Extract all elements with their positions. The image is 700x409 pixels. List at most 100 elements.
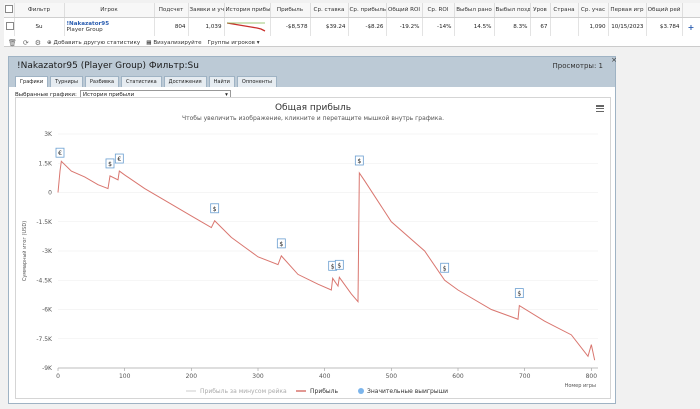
column-header[interactable]: Прибыль xyxy=(270,3,311,18)
player-groups-dropdown[interactable]: Группы игроков ▾ xyxy=(207,39,260,46)
cell-avg-profit: -$8.26 xyxy=(348,17,387,36)
row-checkbox[interactable] xyxy=(4,17,15,36)
x-tick-label: 700 xyxy=(519,373,531,380)
column-header[interactable]: Общий рей xyxy=(646,3,683,18)
cell-late-out: 8.3% xyxy=(494,17,531,36)
big-win-flag xyxy=(276,238,286,249)
player-group-label: Player Group xyxy=(66,27,103,33)
big-win-label: $ xyxy=(443,265,447,272)
big-win-label: € xyxy=(117,156,121,163)
y-tick-label: 0 xyxy=(48,190,52,197)
cell-player[interactable]: !Nakazator95 Player Group xyxy=(64,17,155,36)
add-column-link[interactable]: + xyxy=(687,22,695,32)
tab-6[interactable]: Оппоненты xyxy=(236,76,277,87)
big-win-label: $ xyxy=(331,263,335,270)
trash-icon[interactable]: 🗑 xyxy=(8,38,17,47)
x-tick-label: 300 xyxy=(252,373,264,380)
tab-5[interactable]: Найти xyxy=(208,76,235,87)
big-win-flag xyxy=(334,259,344,270)
refresh-icon[interactable]: ⟳ xyxy=(22,38,29,47)
y-tick-label: 1.5K xyxy=(39,160,54,167)
tab-4[interactable]: Достижения xyxy=(163,76,207,87)
player-name-link[interactable]: !Nakazator95 xyxy=(66,21,110,27)
settings-icon[interactable]: ⚙ xyxy=(34,38,42,47)
column-header[interactable]: Ср. ставка xyxy=(310,3,349,18)
table-row[interactable]: Su !Nakazator95 Player Group 804 1,039 -… xyxy=(4,17,700,36)
x-tick-label: 500 xyxy=(386,373,398,380)
tab-0[interactable]: Графики xyxy=(15,76,49,87)
column-header[interactable] xyxy=(682,3,700,18)
close-icon[interactable]: × xyxy=(611,56,617,64)
column-header[interactable]: Игрок xyxy=(64,3,155,18)
cell-early-out: 14.5% xyxy=(454,17,495,36)
cell-total-rake: $3.784 xyxy=(646,17,683,36)
column-header[interactable]: Выбыл позд xyxy=(494,3,531,18)
y-tick-label: -3K xyxy=(42,248,53,255)
big-win-label: $ xyxy=(108,161,112,168)
big-win-label: € xyxy=(58,150,62,157)
column-header[interactable]: Ср. прибыль xyxy=(348,3,387,18)
chart-title: Общая прибыль xyxy=(275,103,351,113)
cell-first-game: 10/15/2023 xyxy=(608,17,647,36)
cell-avg-field: 1,090 xyxy=(578,17,609,36)
cell-entries: 1,039 xyxy=(188,17,225,36)
big-win-label: $ xyxy=(279,241,283,248)
tab-1[interactable]: Турниры xyxy=(50,76,83,87)
visualize-link[interactable]: ▦ Визуализируйте xyxy=(146,39,202,46)
column-header[interactable]: Выбыл рано xyxy=(454,3,495,18)
select-all-checkbox[interactable] xyxy=(4,3,15,18)
y-tick-label: -6K xyxy=(42,307,53,314)
cell-profit-history[interactable] xyxy=(224,17,271,36)
chevron-down-icon: ▾ xyxy=(225,91,228,98)
big-win-flag xyxy=(440,262,450,273)
graph-select-value: История прибыли xyxy=(82,91,135,98)
y-tick-label: 3K xyxy=(44,131,53,138)
series-line-1 xyxy=(57,160,596,361)
column-header[interactable]: Общий ROI xyxy=(386,3,423,18)
add-stat-link[interactable]: ⊕ Добавить другую статистику xyxy=(47,39,141,46)
column-header[interactable]: Заявки и уч xyxy=(188,3,225,18)
graph-select-label: Выбранные графики: xyxy=(15,91,77,98)
player-detail-panel: !Nakazator95 (Player Group) Фильтр:Su Пр… xyxy=(8,56,617,404)
big-win-label: $ xyxy=(337,262,341,269)
x-axis-label: Номер игры xyxy=(565,383,596,389)
tab-2[interactable]: Разбивка xyxy=(84,76,120,87)
profit-chart[interactable]: Общая прибыль Чтобы увеличить изображение… xyxy=(16,98,610,398)
column-header[interactable]: История прибыл xyxy=(224,3,271,18)
panel-title: !Nakazator95 (Player Group) Фильтр:Su xyxy=(17,61,199,71)
big-win-label: $ xyxy=(357,158,361,165)
cell-avg-roi: -14% xyxy=(422,17,455,36)
cell-profit: -$8,578 xyxy=(270,17,311,36)
column-header[interactable]: Ср. ROI xyxy=(422,3,455,18)
big-win-flag xyxy=(105,158,115,169)
legend-label-1: Прибыль xyxy=(310,388,338,395)
chart-menu-icon[interactable] xyxy=(596,104,604,113)
y-tick-label: -1.5K xyxy=(36,219,53,226)
chart-subtitle: Чтобы увеличить изображение, кликните и … xyxy=(182,115,444,122)
column-header[interactable]: Страна xyxy=(550,3,579,18)
column-header[interactable]: Фильтр xyxy=(14,3,65,18)
big-win-flag xyxy=(514,288,524,299)
column-header[interactable]: Первая игр xyxy=(608,3,647,18)
y-axis-label: Суммарный итог (USD) xyxy=(21,221,28,281)
tab-3[interactable]: Статистика xyxy=(121,76,162,87)
big-win-flag xyxy=(55,147,65,158)
cell-count: 804 xyxy=(154,17,189,36)
cell-level: 67 xyxy=(530,17,551,36)
x-tick-label: 0 xyxy=(56,373,60,380)
x-tick-label: 200 xyxy=(186,373,198,380)
y-tick-label: -7.5K xyxy=(36,336,53,343)
cell-avg-stake: $39.24 xyxy=(310,17,349,36)
column-header[interactable]: Ср. учас xyxy=(578,3,609,18)
big-win-flag xyxy=(114,153,124,164)
panel-tabs: Графики Турниры Разбивка Статистика Достижен… xyxy=(9,75,615,87)
chart-container[interactable]: Общая прибыль Чтобы увеличить изображение… xyxy=(15,97,611,399)
cell-total-roi: -19.2% xyxy=(386,17,423,36)
column-header[interactable]: Подсчет xyxy=(154,3,189,18)
legend-swatch-2 xyxy=(358,388,364,394)
big-win-label: $ xyxy=(517,291,521,298)
y-tick-label: -4.5K xyxy=(36,277,53,284)
column-header[interactable]: Уров xyxy=(530,3,551,18)
x-tick-label: 600 xyxy=(452,373,464,380)
cell-add[interactable]: + xyxy=(682,17,700,36)
